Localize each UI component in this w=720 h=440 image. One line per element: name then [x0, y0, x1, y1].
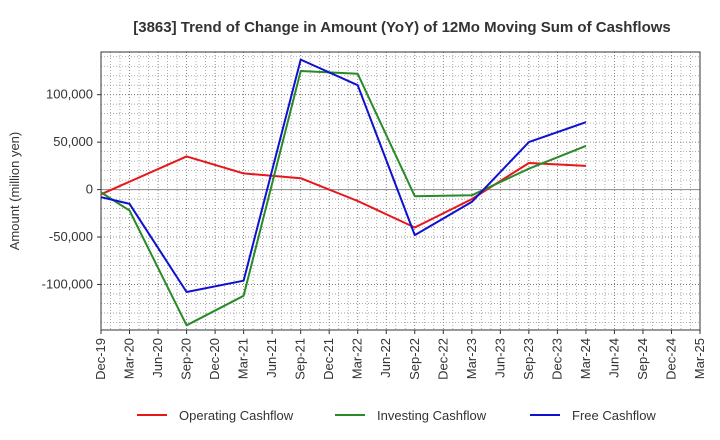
x-tick-label: Dec-24	[663, 338, 678, 380]
x-tick-label: Sep-22	[407, 338, 422, 380]
x-tick-label: Jun-23	[492, 338, 507, 378]
x-tick-label: Mar-24	[578, 338, 593, 379]
x-tick-label: Sep-21	[293, 338, 308, 380]
x-tick-label: Mar-25	[692, 338, 707, 379]
x-tick-label: Jun-21	[264, 338, 279, 378]
plot-area: -100,000 -50,000 0 50,000 100,000 Dec-19 Mar-2…	[42, 51, 707, 380]
legend: Operating Cashflow Investing Cashflow Free…	[137, 408, 656, 423]
x-tick-label: Mar-20	[122, 338, 137, 379]
y-tick-label: 100,000	[46, 87, 93, 102]
legend-label-investing-cashflow: Investing Cashflow	[377, 408, 487, 423]
legend-label-free-cashflow: Free Cashflow	[572, 408, 656, 423]
x-tick-label: Sep-23	[521, 338, 536, 380]
x-tick-label: Jun-24	[606, 338, 621, 378]
x-tick-label: Dec-20	[207, 338, 222, 380]
x-tick-label: Jun-22	[378, 338, 393, 378]
x-tick-label: Dec-22	[435, 338, 450, 380]
x-tick-label: Dec-21	[321, 338, 336, 380]
x-tick-label: Dec-19	[93, 338, 108, 380]
series-line-free-cashflow	[100, 58, 587, 293]
y-tick-label: 0	[86, 182, 93, 197]
chart-title: [3863] Trend of Change in Amount (YoY) o…	[133, 19, 671, 36]
y-tick-label: 50,000	[53, 134, 93, 149]
x-tick-label: Sep-20	[179, 338, 194, 380]
x-tick-label: Mar-23	[464, 338, 479, 379]
y-tick-label: -100,000	[42, 276, 93, 291]
x-tick-label: Jun-20	[150, 338, 165, 378]
legend-label-operating-cashflow: Operating Cashflow	[179, 408, 294, 423]
x-tick-label: Mar-21	[236, 338, 251, 379]
x-tick-label: Dec-23	[549, 338, 564, 380]
x-tick-label: Sep-24	[635, 338, 650, 380]
y-tick-label: -50,000	[49, 229, 93, 244]
series-line-investing-cashflow	[100, 70, 587, 327]
plot-frame	[100, 51, 701, 331]
x-tick-label: Mar-22	[350, 338, 365, 379]
y-axis-title: Amount (million yen)	[7, 132, 22, 251]
series-line-operating-cashflow	[100, 155, 586, 229]
